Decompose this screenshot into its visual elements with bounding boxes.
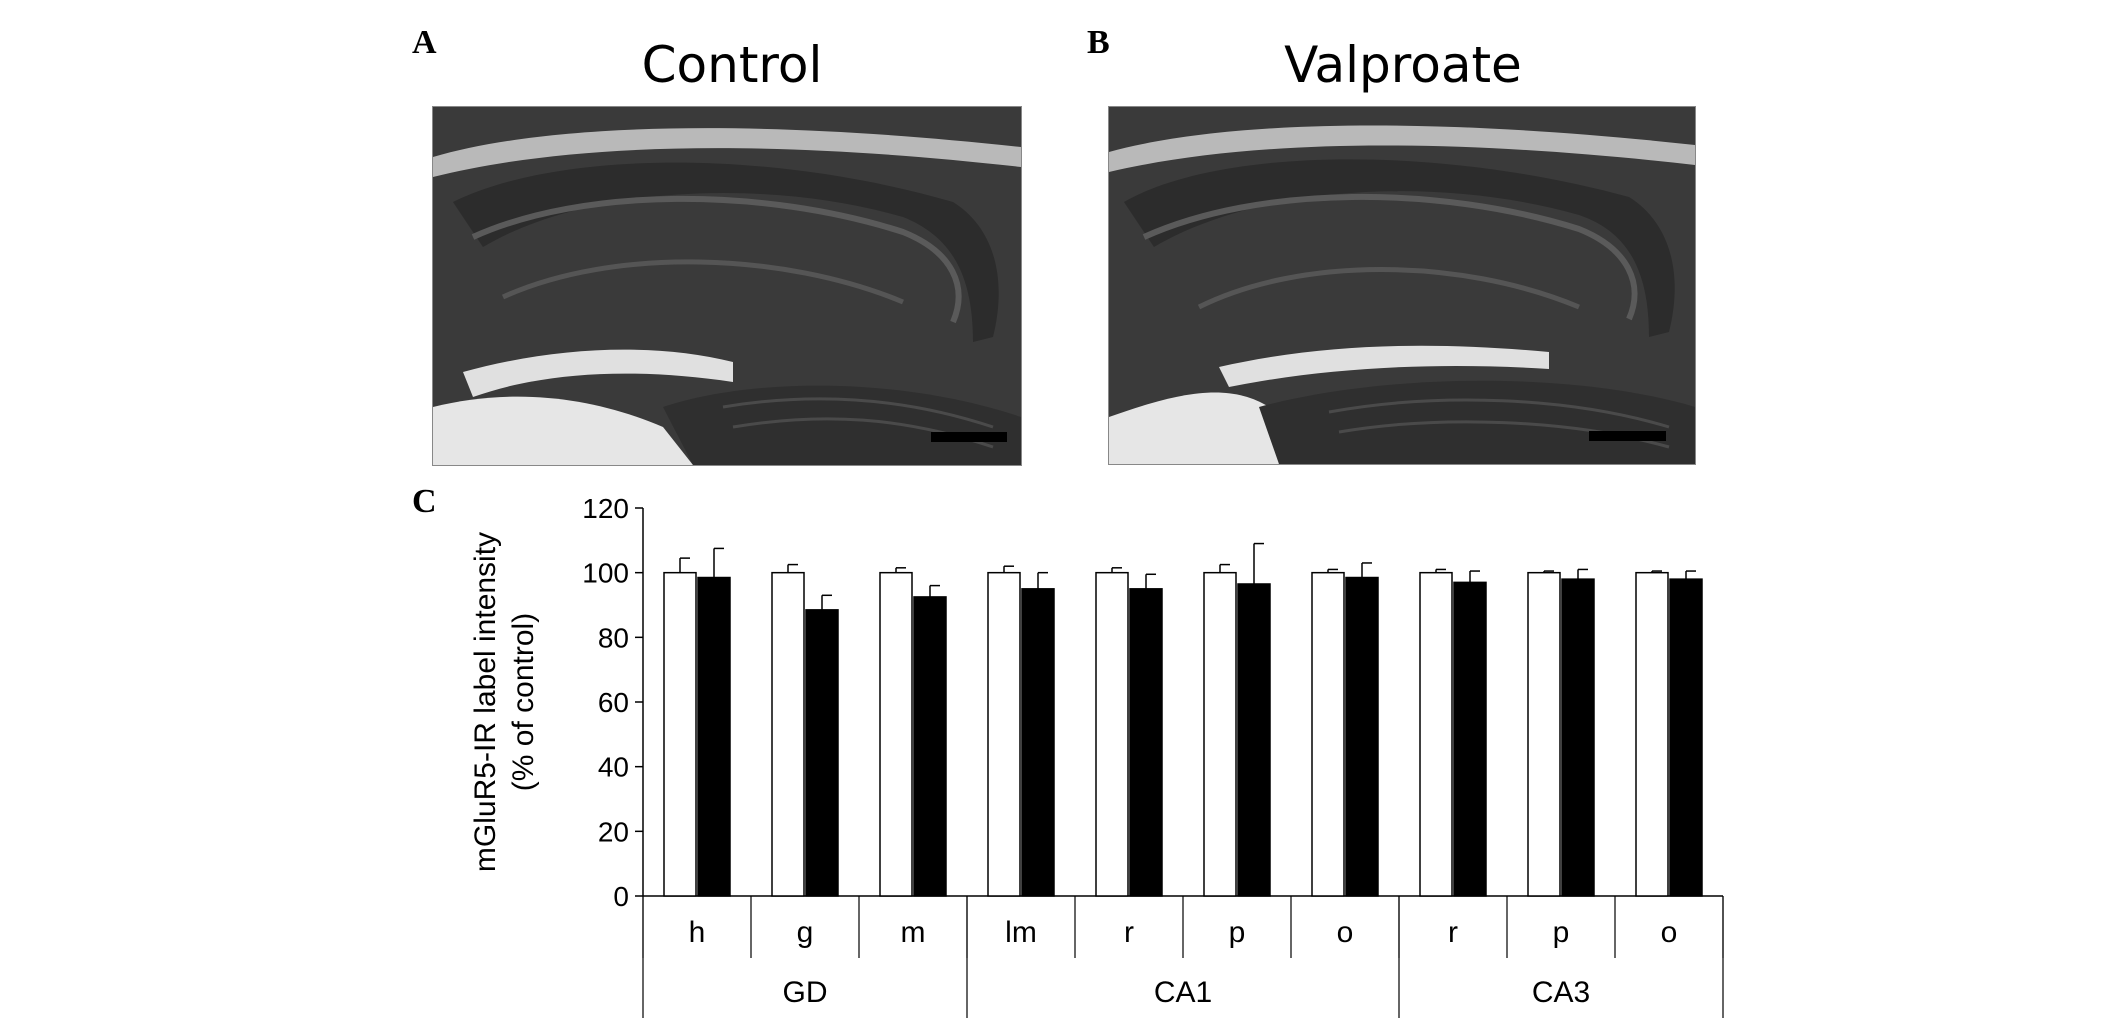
category-label: g — [797, 916, 814, 949]
valproate-bar — [1345, 576, 1379, 897]
category-label: r — [1448, 916, 1458, 949]
group-label: GD — [783, 976, 828, 1009]
control-bar — [879, 571, 913, 897]
valproate-micrograph-image — [1109, 107, 1695, 464]
y-tick-label: 120 — [582, 493, 629, 524]
control-bar — [987, 571, 1021, 897]
y-axis-label: (% of control) — [507, 613, 540, 791]
valproate-bar — [697, 576, 731, 897]
y-tick-label: 80 — [598, 622, 629, 653]
y-axis-label: mGluR5-IR label intensity — [469, 532, 502, 872]
category-label: o — [1661, 916, 1678, 949]
valproate-bar — [805, 609, 839, 897]
category-label: o — [1337, 916, 1354, 949]
y-tick-label: 40 — [598, 752, 629, 783]
valproate-bar — [1669, 578, 1703, 897]
chart-layer: 0 20 40 60 80 100 120 mGluR5-IR label intensity… — [469, 493, 1724, 1018]
y-tick-label: 100 — [582, 558, 629, 589]
control-bar — [1635, 571, 1669, 897]
valproate-bar — [913, 596, 947, 897]
group-label: CA3 — [1532, 976, 1590, 1009]
valproate-bar — [1237, 583, 1271, 897]
control-bar — [1203, 571, 1237, 897]
y-tick-label: 0 — [613, 881, 629, 912]
y-tick-label: 20 — [598, 816, 629, 847]
category-label: lm — [1005, 916, 1037, 949]
control-bar — [663, 571, 697, 897]
group-label: CA1 — [1154, 976, 1212, 1009]
category-label: p — [1229, 916, 1246, 949]
panel-a-title: Control — [641, 36, 823, 94]
control-micrograph — [432, 106, 1022, 466]
control-bar — [1095, 571, 1129, 897]
valproate-bar — [1561, 578, 1595, 897]
control-micrograph-image — [433, 107, 1021, 465]
control-bar — [1527, 571, 1561, 897]
category-label: m — [901, 916, 926, 949]
control-bar — [771, 571, 805, 897]
category-label: p — [1553, 916, 1570, 949]
panel-a-letter: A — [412, 24, 437, 61]
panel-b-title: Valproate — [1284, 36, 1522, 94]
valproate-bar — [1129, 588, 1163, 897]
control-bar — [1419, 571, 1453, 897]
category-label: r — [1124, 916, 1134, 949]
panel-b-letter: B — [1087, 24, 1110, 61]
valproate-bar — [1453, 581, 1487, 897]
valproate-bar — [1021, 588, 1055, 897]
valproate-micrograph — [1108, 106, 1696, 465]
control-bar — [1311, 571, 1345, 897]
y-tick-label: 60 — [598, 687, 629, 718]
category-label: h — [689, 916, 706, 949]
panel-c-letter: C — [412, 483, 437, 520]
